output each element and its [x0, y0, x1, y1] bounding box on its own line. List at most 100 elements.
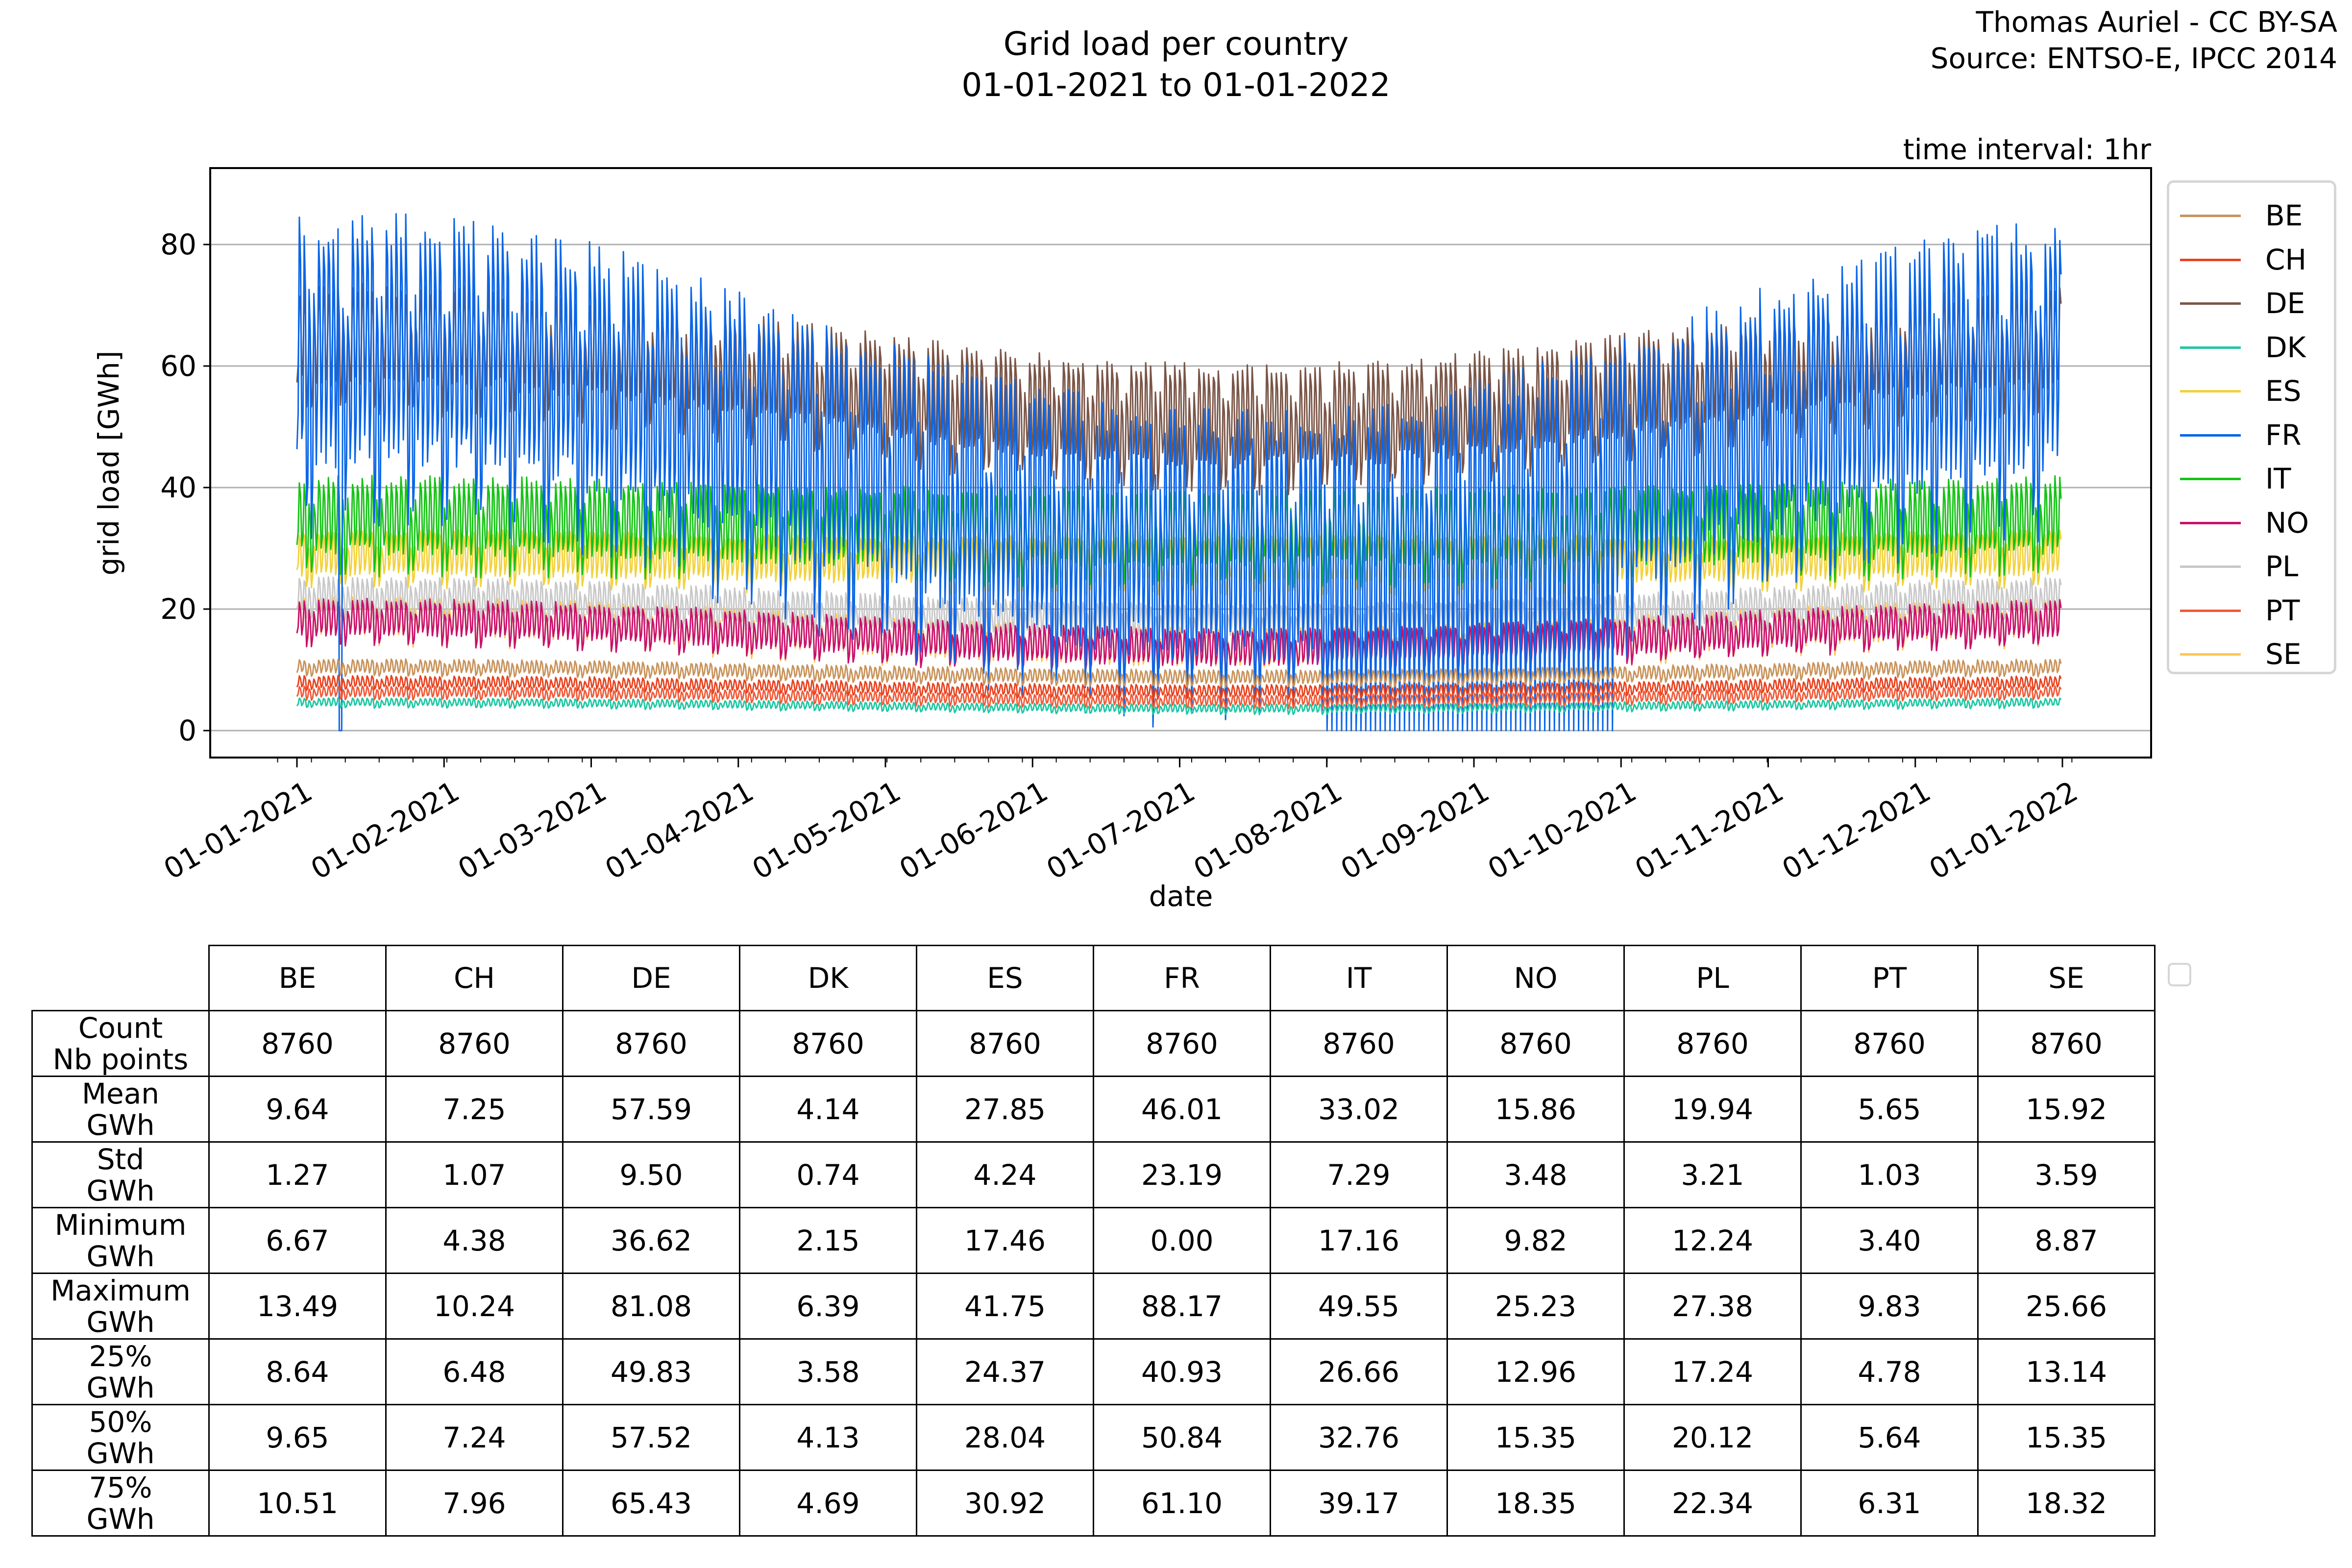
table-column-header: BE	[208, 945, 387, 1011]
table-cell: 5.64	[1800, 1404, 1979, 1471]
table-row: Minimum GWh 6.67 4.38 36.62 2.15 17.46 0.00 17.1…	[31, 1207, 2156, 1274]
table-corner	[32, 946, 209, 1011]
legend-label: NO	[2265, 506, 2309, 539]
table-column-header: PL	[1623, 945, 1802, 1011]
legend-line-swatch	[2180, 258, 2241, 261]
y-axis-label: grid load [GWh]	[92, 350, 125, 576]
table-row: Std GWh 1.27 1.07 9.50 0.74 4.24 23.19 7.29 3.48 3…	[31, 1141, 2156, 1208]
legend-line-swatch	[2180, 478, 2241, 480]
table-cell: 61.10	[1093, 1470, 1271, 1537]
table-row-header: Std GWh	[31, 1141, 210, 1208]
table-cell: 8.64	[208, 1338, 387, 1405]
series-line-dk	[296, 697, 2062, 715]
table-cell: 25.23	[1446, 1273, 1625, 1340]
table-column-header: ES	[916, 945, 1094, 1011]
table-cell: 10.51	[208, 1470, 387, 1537]
chart-title-line1: Grid load per country	[1003, 25, 1349, 63]
x-tick-label: 01-11-2021	[1629, 775, 1789, 886]
series-line-be	[296, 658, 2062, 688]
table-cell: 57.59	[562, 1076, 740, 1143]
table-row-header: 75% GWh	[31, 1470, 210, 1537]
legend-item-se: SE	[2169, 632, 2336, 676]
table-cell: 4.13	[739, 1404, 917, 1471]
table-cell: 8760	[739, 1010, 917, 1077]
table-row: 50% GWh 9.65 7.24 57.52 4.13 28.04 50.84 32.76 15…	[31, 1404, 2156, 1471]
table-cell: 2.15	[739, 1207, 917, 1274]
credits: Thomas Auriel - CC BY-SA Source: ENTSO-E…	[1931, 4, 2337, 76]
legend-line-swatch	[2180, 346, 2241, 349]
table-cell: 65.43	[562, 1470, 740, 1537]
series-line-pt	[296, 685, 2062, 710]
table-cell: 4.69	[739, 1470, 917, 1537]
series-line-ch	[296, 675, 2062, 700]
legend-item-dk: DK	[2169, 325, 2336, 369]
table-cell: 36.62	[562, 1207, 740, 1274]
legend-line-swatch	[2180, 565, 2241, 568]
row-label-line1: Std	[97, 1142, 145, 1176]
table-cell: 18.32	[1977, 1470, 2156, 1537]
table-cell: 88.17	[1093, 1273, 1271, 1340]
x-tick-label: 01-08-2021	[1188, 775, 1348, 886]
y-tick-label: 40	[160, 471, 196, 504]
table-row: 25% GWh 8.64 6.48 49.83 3.58 24.37 40.93 26.66 12…	[31, 1338, 2156, 1405]
table-row-header: Count Nb points	[31, 1010, 210, 1077]
table-cell: 49.55	[1270, 1273, 1448, 1340]
table-cell: 57.52	[562, 1404, 740, 1471]
y-tick-label: 0	[178, 714, 196, 747]
legend-label: PT	[2265, 593, 2300, 627]
table-cell: 8760	[1623, 1010, 1802, 1077]
table-cell: 10.24	[385, 1273, 564, 1340]
table-cell: 39.17	[1270, 1470, 1448, 1537]
table-cell: 12.24	[1623, 1207, 1802, 1274]
table-row-header: Maximum GWh	[31, 1273, 210, 1340]
table-cell: 32.76	[1270, 1404, 1448, 1471]
table-cell: 15.35	[1977, 1404, 2156, 1471]
credits-source: Source: ENTSO-E, IPCC 2014	[1930, 42, 2337, 75]
row-label-line2: GWh	[86, 1436, 155, 1470]
table-cell: 8760	[1977, 1010, 2156, 1077]
legend-item-pl: PL	[2169, 544, 2336, 588]
table-cell: 8760	[562, 1010, 740, 1077]
legend-item-fr: FR	[2169, 413, 2336, 457]
x-tick-label: 01-07-2021	[1041, 775, 1200, 886]
table-cell: 8760	[1800, 1010, 1979, 1077]
legend-line-swatch	[2180, 434, 2241, 437]
legend-label: DK	[2265, 330, 2306, 364]
legend-line-swatch	[2180, 302, 2241, 305]
table-cell: 40.93	[1093, 1338, 1271, 1405]
table-cell: 19.94	[1623, 1076, 1802, 1143]
table-column-header: CH	[385, 945, 564, 1011]
table-cell: 3.59	[1977, 1141, 2156, 1208]
table-cell: 15.35	[1446, 1404, 1625, 1471]
table-cell: 22.34	[1623, 1470, 1802, 1537]
table-cell: 9.83	[1800, 1273, 1979, 1340]
series-line-no	[296, 597, 2062, 672]
x-tick-label: 01-10-2021	[1482, 775, 1642, 886]
legend-item-de: DE	[2169, 281, 2336, 325]
row-label-line2: GWh	[86, 1502, 155, 1536]
legend-item-es: ES	[2169, 369, 2336, 413]
table-cell: 6.31	[1800, 1470, 1979, 1537]
table-cell: 17.24	[1623, 1338, 1802, 1405]
row-label-line1: 75%	[89, 1470, 152, 1504]
legend-item-no: NO	[2169, 501, 2336, 545]
x-tick-label: 01-04-2021	[599, 775, 759, 886]
x-tick-label: 01-03-2021	[452, 775, 612, 886]
table-cell: 9.50	[562, 1141, 740, 1208]
row-label-line2: GWh	[86, 1174, 155, 1207]
x-tick-label: 01-02-2021	[305, 775, 465, 886]
table-cell: 17.16	[1270, 1207, 1448, 1274]
row-label-line1: Maximum	[50, 1274, 191, 1307]
legend-item-pt: PT	[2169, 588, 2336, 633]
legend-label: PL	[2265, 550, 2299, 583]
table-row-header: 50% GWh	[31, 1404, 210, 1471]
table-cell: 1.07	[385, 1141, 564, 1208]
table-cell: 1.27	[208, 1141, 387, 1208]
table-cell: 18.35	[1446, 1470, 1625, 1537]
x-tick-label: 01-01-2022	[1924, 775, 2083, 886]
legend-item-it: IT	[2169, 457, 2336, 501]
table-row-header: 25% GWh	[31, 1338, 210, 1405]
legend-line-swatch	[2180, 215, 2241, 217]
x-tick-label: 01-06-2021	[894, 775, 1054, 886]
x-axis-ticks: 01-01-202101-02-202101-03-202101-04-2021…	[158, 758, 2083, 886]
